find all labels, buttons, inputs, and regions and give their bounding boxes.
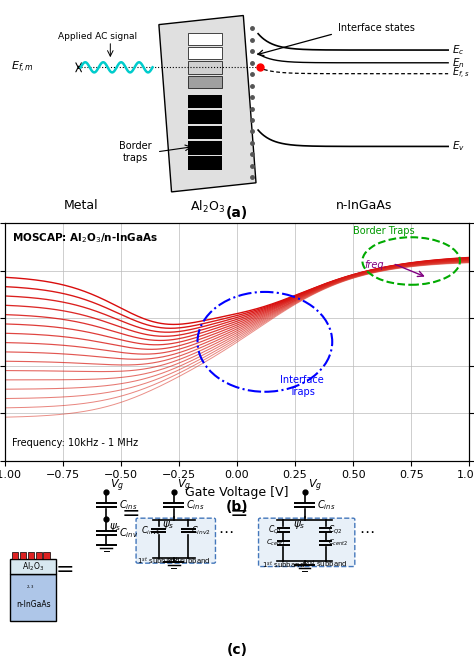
Text: $_{2,3}$: $_{2,3}$ xyxy=(26,584,35,590)
Bar xyxy=(189,76,222,88)
Text: $C_{ins}$: $C_{ins}$ xyxy=(186,498,205,512)
Text: Metal: Metal xyxy=(64,199,98,212)
Text: $C_{inv}$: $C_{inv}$ xyxy=(119,526,138,540)
Bar xyxy=(189,48,222,59)
Text: =: = xyxy=(230,505,248,525)
Text: $E_c$: $E_c$ xyxy=(452,43,465,57)
Text: $C_{inv1}$: $C_{inv1}$ xyxy=(141,525,161,537)
Text: 2$^{nd}$ subband: 2$^{nd}$ subband xyxy=(166,555,211,567)
Bar xyxy=(20,551,26,559)
Text: Border
traps: Border traps xyxy=(119,141,152,163)
Text: $\psi_s$: $\psi_s$ xyxy=(162,519,174,531)
Text: (c): (c) xyxy=(227,643,247,657)
Polygon shape xyxy=(159,15,256,192)
Text: Applied AC signal: Applied AC signal xyxy=(58,32,137,41)
Text: MOSCAP: Al$_2$O$_3$/n-InGaAs: MOSCAP: Al$_2$O$_3$/n-InGaAs xyxy=(12,231,158,245)
Text: n-InGaAs: n-InGaAs xyxy=(336,199,392,212)
Text: $C_{Q2}$: $C_{Q2}$ xyxy=(328,523,343,536)
Text: $C_{cent2}$: $C_{cent2}$ xyxy=(328,538,348,548)
Bar xyxy=(189,61,222,74)
Text: freq.: freq. xyxy=(365,260,387,270)
Bar xyxy=(189,156,222,170)
Text: $V_g$: $V_g$ xyxy=(110,478,124,494)
Bar xyxy=(28,551,34,559)
Bar xyxy=(189,110,222,124)
Text: $V_g$: $V_g$ xyxy=(177,478,191,494)
Text: n-InGaAs: n-InGaAs xyxy=(16,600,51,608)
Text: =: = xyxy=(122,505,141,525)
Text: Al$_2$O$_3$: Al$_2$O$_3$ xyxy=(190,199,225,215)
Text: $E_{f,s}$: $E_{f,s}$ xyxy=(452,66,470,81)
Text: Interface states: Interface states xyxy=(338,23,415,33)
FancyBboxPatch shape xyxy=(258,518,355,567)
Text: 2$^{nd}$ subband: 2$^{nd}$ subband xyxy=(303,559,348,570)
Text: $E_{f,m}$: $E_{f,m}$ xyxy=(11,60,34,75)
X-axis label: Gate Voltage [V]: Gate Voltage [V] xyxy=(185,486,289,499)
Bar xyxy=(189,141,222,155)
Text: $C_{inv2}$: $C_{inv2}$ xyxy=(191,525,211,537)
Text: (a): (a) xyxy=(226,206,248,220)
Bar xyxy=(10,574,56,621)
Text: $C_{cent1}$: $C_{cent1}$ xyxy=(265,538,286,548)
Text: (b): (b) xyxy=(226,500,248,514)
Text: $\cdots$: $\cdots$ xyxy=(359,523,375,538)
Text: $C_{ins}$: $C_{ins}$ xyxy=(317,498,336,512)
Bar xyxy=(36,551,42,559)
FancyBboxPatch shape xyxy=(136,518,216,563)
Text: =: = xyxy=(55,560,74,580)
Text: Border Traps: Border Traps xyxy=(353,226,414,236)
Bar xyxy=(10,559,56,574)
Text: $C_{ins}$: $C_{ins}$ xyxy=(119,498,137,512)
Text: $E_v$: $E_v$ xyxy=(452,139,465,153)
Text: $E_n$: $E_n$ xyxy=(452,56,465,70)
Bar xyxy=(189,125,222,139)
Text: $\psi_s$: $\psi_s$ xyxy=(293,519,305,531)
Bar xyxy=(12,551,18,559)
Bar xyxy=(44,551,50,559)
Text: Frequency: 10kHz - 1 MHz: Frequency: 10kHz - 1 MHz xyxy=(12,438,138,448)
Bar xyxy=(189,33,222,45)
Text: 1$^{st}$ subband: 1$^{st}$ subband xyxy=(137,555,180,566)
Text: 1$^{st}$ subband: 1$^{st}$ subband xyxy=(262,559,305,570)
Bar xyxy=(189,94,222,109)
Text: $\psi_s$: $\psi_s$ xyxy=(109,521,122,533)
Text: Al$_2$O$_3$: Al$_2$O$_3$ xyxy=(22,560,45,573)
Text: $\cdots$: $\cdots$ xyxy=(218,523,233,538)
Text: Interface
Traps: Interface Traps xyxy=(280,375,324,397)
Text: $C_{Q1}$: $C_{Q1}$ xyxy=(268,523,282,536)
Text: $V_g$: $V_g$ xyxy=(309,478,323,494)
